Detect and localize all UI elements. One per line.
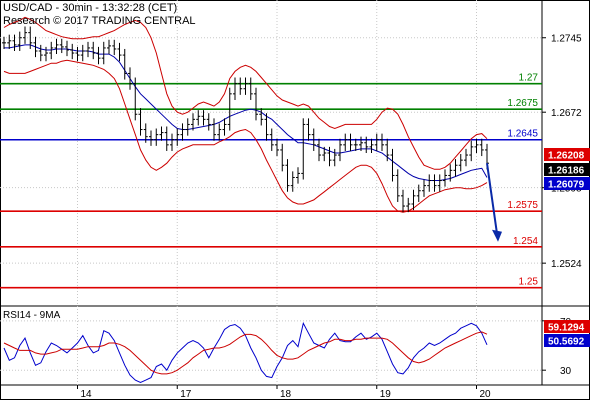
rsi-tag bbox=[544, 334, 590, 347]
price-tag-label: 1.26079 bbox=[548, 180, 585, 191]
rsi-ma-line bbox=[3, 331, 488, 375]
level-label: 1.27 bbox=[519, 73, 539, 84]
x-tick-label: 17 bbox=[180, 389, 192, 400]
x-tick-label: 18 bbox=[280, 389, 292, 400]
price-tag-label: 1.26208 bbox=[548, 151, 585, 162]
rsi-line bbox=[3, 321, 488, 384]
rsi-title: RSI14 - 9MA bbox=[3, 310, 61, 321]
level-label: 1.2575 bbox=[507, 200, 538, 211]
x-tick-label: 20 bbox=[480, 389, 492, 400]
price-tag bbox=[544, 148, 590, 161]
y-tick-label: 1.2745 bbox=[551, 34, 582, 45]
chart-title: USD/CAD - 30min - 13:32:28 (CET) bbox=[3, 2, 178, 14]
y-tick-label: 1.2524 bbox=[551, 259, 582, 270]
chart-source: Research © 2017 TRADING CENTRAL bbox=[3, 15, 196, 27]
rsi-y-tick-label: 30 bbox=[560, 366, 572, 377]
x-tick-label: 19 bbox=[380, 389, 392, 400]
level-label: 1.254 bbox=[513, 236, 538, 247]
price-tag bbox=[544, 163, 590, 176]
y-tick-label: 1.2672 bbox=[551, 108, 582, 119]
bollinger-upper-line bbox=[3, 16, 488, 170]
price-tag-label: 1.26186 bbox=[548, 166, 585, 177]
projection-arrow bbox=[486, 163, 498, 234]
level-label: 1.2645 bbox=[507, 129, 538, 140]
rsi-tag bbox=[544, 320, 590, 333]
rsi-tag-label: 59.1294 bbox=[548, 323, 585, 334]
projection-arrow-head bbox=[492, 229, 502, 242]
bollinger-lower-line bbox=[3, 59, 488, 213]
price-tag bbox=[544, 177, 590, 190]
x-tick-label: 14 bbox=[81, 389, 93, 400]
rsi-tag-label: 50.5692 bbox=[548, 337, 585, 348]
level-label: 1.2675 bbox=[507, 98, 538, 109]
level-label: 1.25 bbox=[519, 277, 539, 288]
